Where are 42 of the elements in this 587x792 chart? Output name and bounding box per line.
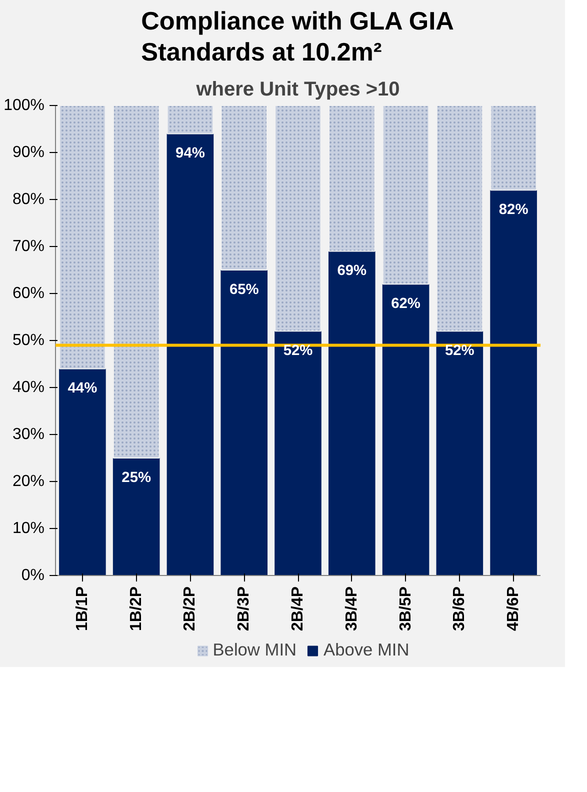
y-tick-label: 90% — [12, 144, 45, 161]
y-tick-label: 30% — [12, 426, 45, 443]
x-tick-label: 4B/6P — [505, 586, 522, 631]
x-tick-label: 3B/5P — [397, 586, 414, 631]
x-tick-label: 2B/4P — [290, 586, 306, 631]
y-tick-label: 100% — [4, 97, 44, 114]
x-tick-label: 2B/2P — [182, 586, 199, 631]
x-tick-label: 3B/6P — [451, 586, 468, 631]
data-label: 52% — [283, 343, 313, 360]
y-tick-label: 80% — [12, 191, 45, 208]
bar — [220, 270, 268, 576]
legend-label: Above MIN — [324, 640, 410, 660]
x-tick-label: 1B/1P — [74, 586, 91, 631]
chart-subtitle: where Unit Types >10 — [195, 78, 400, 100]
chart-title: Compliance with GLA GIA Standards at 10.2m² — [141, 8, 454, 66]
x-tick-label: 2B/3P — [236, 586, 253, 631]
bar — [490, 190, 537, 576]
data-label: 65% — [229, 282, 259, 298]
y-tick-label: 40% — [12, 379, 45, 396]
data-label: 44% — [68, 380, 98, 397]
data-label: 25% — [122, 470, 152, 486]
bar — [112, 458, 160, 576]
bar — [274, 330, 322, 576]
data-label: 94% — [176, 146, 205, 162]
x-tick-label: 3B/4P — [343, 586, 360, 631]
bar — [59, 368, 106, 576]
data-label: 52% — [445, 343, 474, 360]
y-tick-label: 70% — [12, 238, 45, 255]
legend-label: Below MIN — [212, 640, 297, 660]
bar — [436, 330, 484, 576]
y-tick-label: 50% — [12, 332, 45, 349]
data-label: 82% — [498, 202, 528, 218]
y-tick-label: 60% — [12, 285, 45, 302]
x-tick-label: 1B/2P — [128, 586, 145, 631]
data-label: 62% — [391, 296, 420, 312]
y-tick-label: 0% — [21, 567, 44, 584]
y-tick-label: 20% — [12, 473, 45, 490]
data-label: 69% — [337, 263, 367, 280]
y-tick-label: 10% — [12, 520, 45, 537]
bar — [382, 284, 430, 576]
bar — [166, 133, 214, 576]
bar — [328, 250, 376, 576]
